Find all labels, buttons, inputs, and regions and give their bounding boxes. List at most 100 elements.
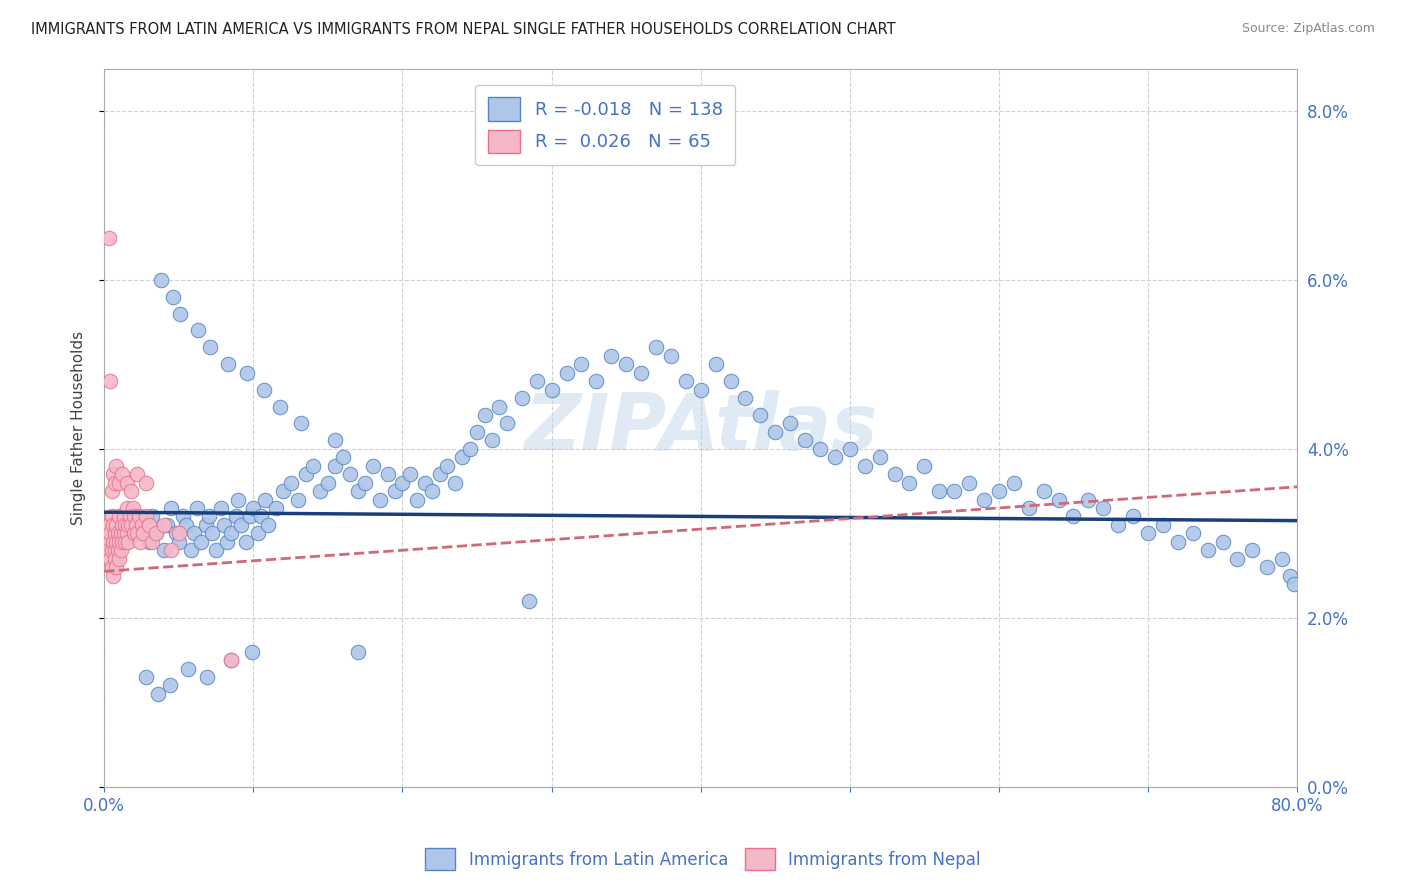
Point	[689, 383, 711, 397]
Point	[215, 534, 238, 549]
Point	[540, 383, 562, 397]
Point	[103, 517, 125, 532]
Point	[180, 543, 202, 558]
Point	[630, 366, 652, 380]
Point	[526, 374, 548, 388]
Legend: Immigrants from Latin America, Immigrants from Nepal: Immigrants from Latin America, Immigrant…	[419, 842, 987, 877]
Point	[1181, 526, 1204, 541]
Point	[105, 458, 128, 473]
Point	[104, 526, 127, 541]
Point	[194, 517, 217, 532]
Point	[110, 543, 132, 558]
Point	[167, 526, 190, 541]
Text: IMMIGRANTS FROM LATIN AMERICA VS IMMIGRANTS FROM NEPAL SINGLE FATHER HOUSEHOLDS : IMMIGRANTS FROM LATIN AMERICA VS IMMIGRA…	[31, 22, 896, 37]
Point	[451, 450, 474, 465]
Point	[97, 543, 120, 558]
Point	[269, 400, 291, 414]
Point	[838, 442, 860, 456]
Point	[100, 543, 122, 558]
Point	[219, 526, 242, 541]
Point	[198, 340, 221, 354]
Point	[138, 534, 160, 549]
Point	[110, 526, 132, 541]
Point	[749, 408, 772, 422]
Point	[100, 560, 122, 574]
Point	[436, 458, 458, 473]
Point	[883, 467, 905, 482]
Point	[898, 475, 921, 490]
Point	[141, 534, 163, 549]
Point	[704, 357, 727, 371]
Point	[231, 517, 253, 532]
Point	[115, 475, 138, 490]
Point	[153, 543, 176, 558]
Point	[98, 551, 121, 566]
Point	[205, 543, 228, 558]
Point	[325, 458, 347, 473]
Point	[1077, 492, 1099, 507]
Point	[103, 534, 125, 549]
Point	[1047, 492, 1070, 507]
Point	[120, 484, 142, 499]
Point	[131, 526, 153, 541]
Point	[1167, 534, 1189, 549]
Point	[271, 484, 294, 499]
Point	[169, 307, 191, 321]
Point	[1271, 551, 1294, 566]
Point	[111, 534, 134, 549]
Point	[217, 357, 239, 371]
Y-axis label: Single Father Households: Single Father Households	[72, 331, 86, 524]
Point	[127, 526, 149, 541]
Point	[97, 230, 120, 244]
Point	[316, 475, 339, 490]
Point	[107, 526, 129, 541]
Point	[160, 500, 183, 515]
Point	[132, 526, 155, 541]
Point	[325, 434, 347, 448]
Point	[1226, 551, 1249, 566]
Point	[114, 517, 136, 532]
Point	[159, 678, 181, 692]
Point	[115, 526, 138, 541]
Point	[280, 475, 302, 490]
Point	[734, 391, 756, 405]
Point	[481, 434, 503, 448]
Point	[115, 500, 138, 515]
Point	[794, 434, 817, 448]
Point	[190, 534, 212, 549]
Point	[128, 509, 150, 524]
Point	[177, 661, 200, 675]
Point	[201, 526, 224, 541]
Point	[443, 475, 465, 490]
Point	[1032, 484, 1054, 499]
Point	[659, 349, 682, 363]
Point	[869, 450, 891, 465]
Point	[253, 383, 276, 397]
Point	[112, 526, 135, 541]
Point	[1197, 543, 1219, 558]
Point	[122, 526, 145, 541]
Point	[912, 458, 935, 473]
Point	[114, 534, 136, 549]
Point	[209, 500, 232, 515]
Point	[1278, 568, 1301, 582]
Point	[112, 509, 135, 524]
Point	[429, 467, 451, 482]
Point	[183, 526, 205, 541]
Point	[339, 467, 361, 482]
Point	[675, 374, 697, 388]
Point	[346, 645, 368, 659]
Point	[1212, 534, 1234, 549]
Point	[332, 450, 354, 465]
Point	[555, 366, 578, 380]
Point	[346, 484, 368, 499]
Point	[240, 645, 263, 659]
Legend: R = -0.018   N = 138, R =  0.026   N = 65: R = -0.018 N = 138, R = 0.026 N = 65	[475, 85, 735, 165]
Point	[1092, 500, 1115, 515]
Point	[957, 475, 980, 490]
Point	[120, 517, 142, 532]
Point	[100, 509, 122, 524]
Point	[1136, 526, 1159, 541]
Point	[246, 526, 269, 541]
Point	[1018, 500, 1040, 515]
